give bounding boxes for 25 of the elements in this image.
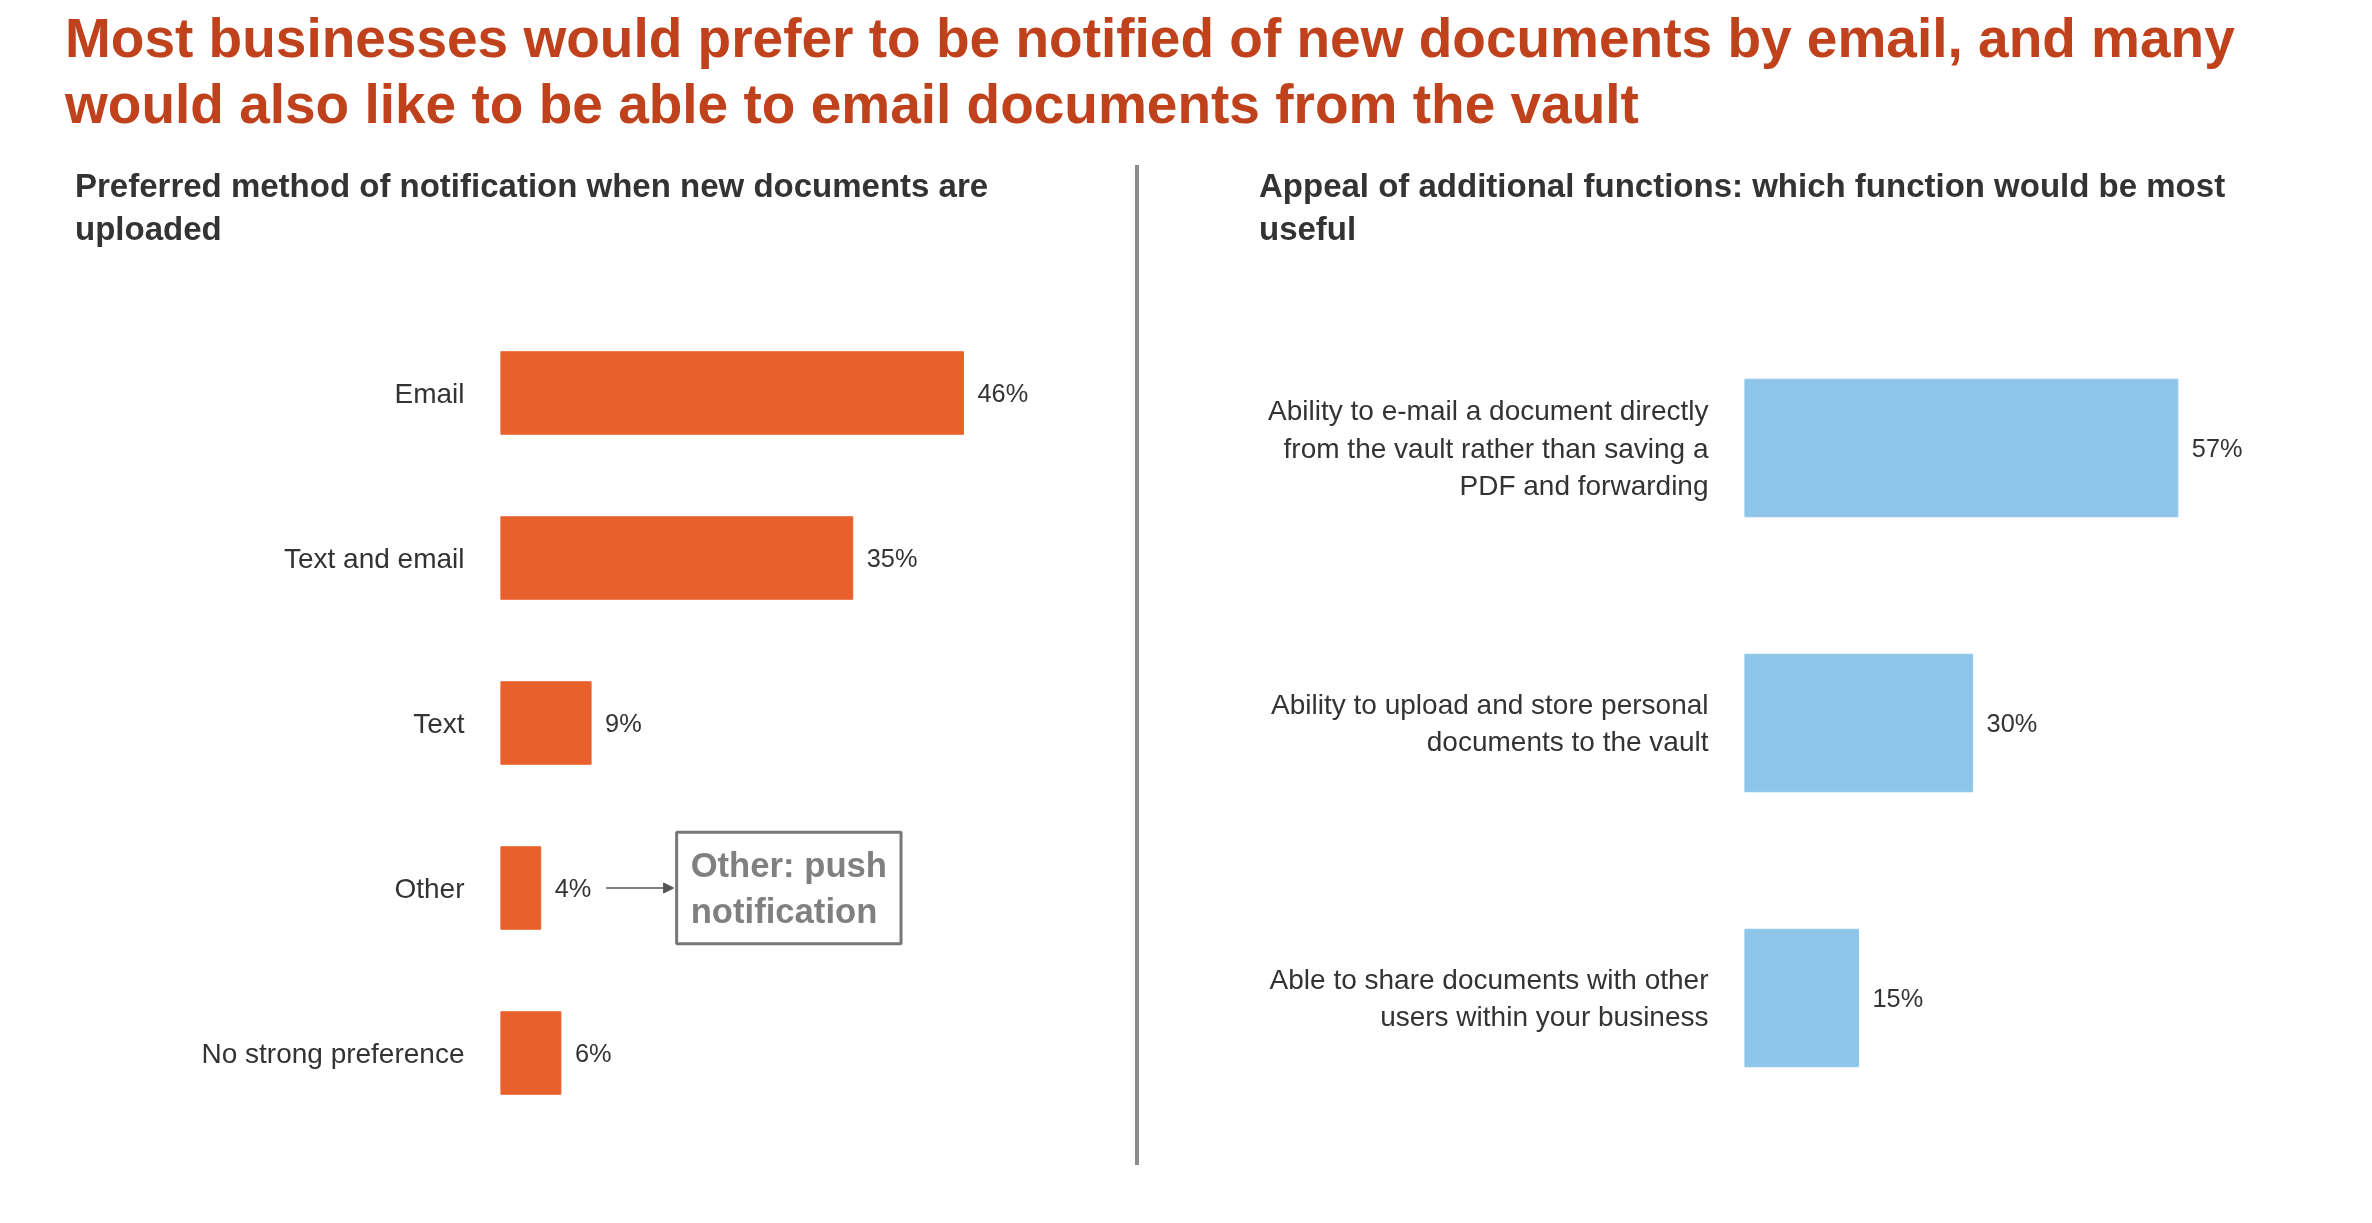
chart-subtitle: Preferred method of notification when new documents are uploaded — [75, 166, 990, 249]
y-tick-label: Email — [394, 377, 465, 409]
y-tick-label: Ability to e-mail a document directly from the vault rather than saving a PDF and forwarding — [1268, 395, 1709, 501]
bar — [500, 351, 964, 435]
bar — [500, 1011, 562, 1095]
data-label: 46% — [977, 379, 1029, 407]
annotation: Other: push notification — [690, 846, 888, 930]
data-label: 35% — [866, 544, 918, 572]
bar — [500, 846, 542, 930]
data-label: 15% — [1872, 984, 1924, 1012]
y-tick-label: No strong preference — [201, 1037, 465, 1069]
y-tick-label: Text — [413, 707, 465, 739]
data-label: 57% — [2191, 434, 2243, 462]
chart-title: Appeal of additional functions: which function would be most useful — [1259, 166, 2227, 249]
data-label: 9% — [605, 709, 642, 737]
data-label: 4% — [554, 874, 592, 902]
bar — [500, 516, 854, 600]
data-label: 30% — [1986, 709, 2038, 737]
text: Most businesses would prefer to be notified of new documents by email, and many would also like to be able to email documents from the vault — [65, 6, 2236, 137]
y-tick-label: Able to share documents with other users within your business — [1269, 963, 1709, 1033]
y-tick-label: Text and email — [283, 542, 465, 574]
y-tick-label: Ability to upload and store personal documents to the vault — [1271, 688, 1709, 758]
data-label: 6% — [574, 1039, 612, 1067]
y-tick-label: Other — [394, 872, 465, 904]
bar — [500, 681, 592, 765]
